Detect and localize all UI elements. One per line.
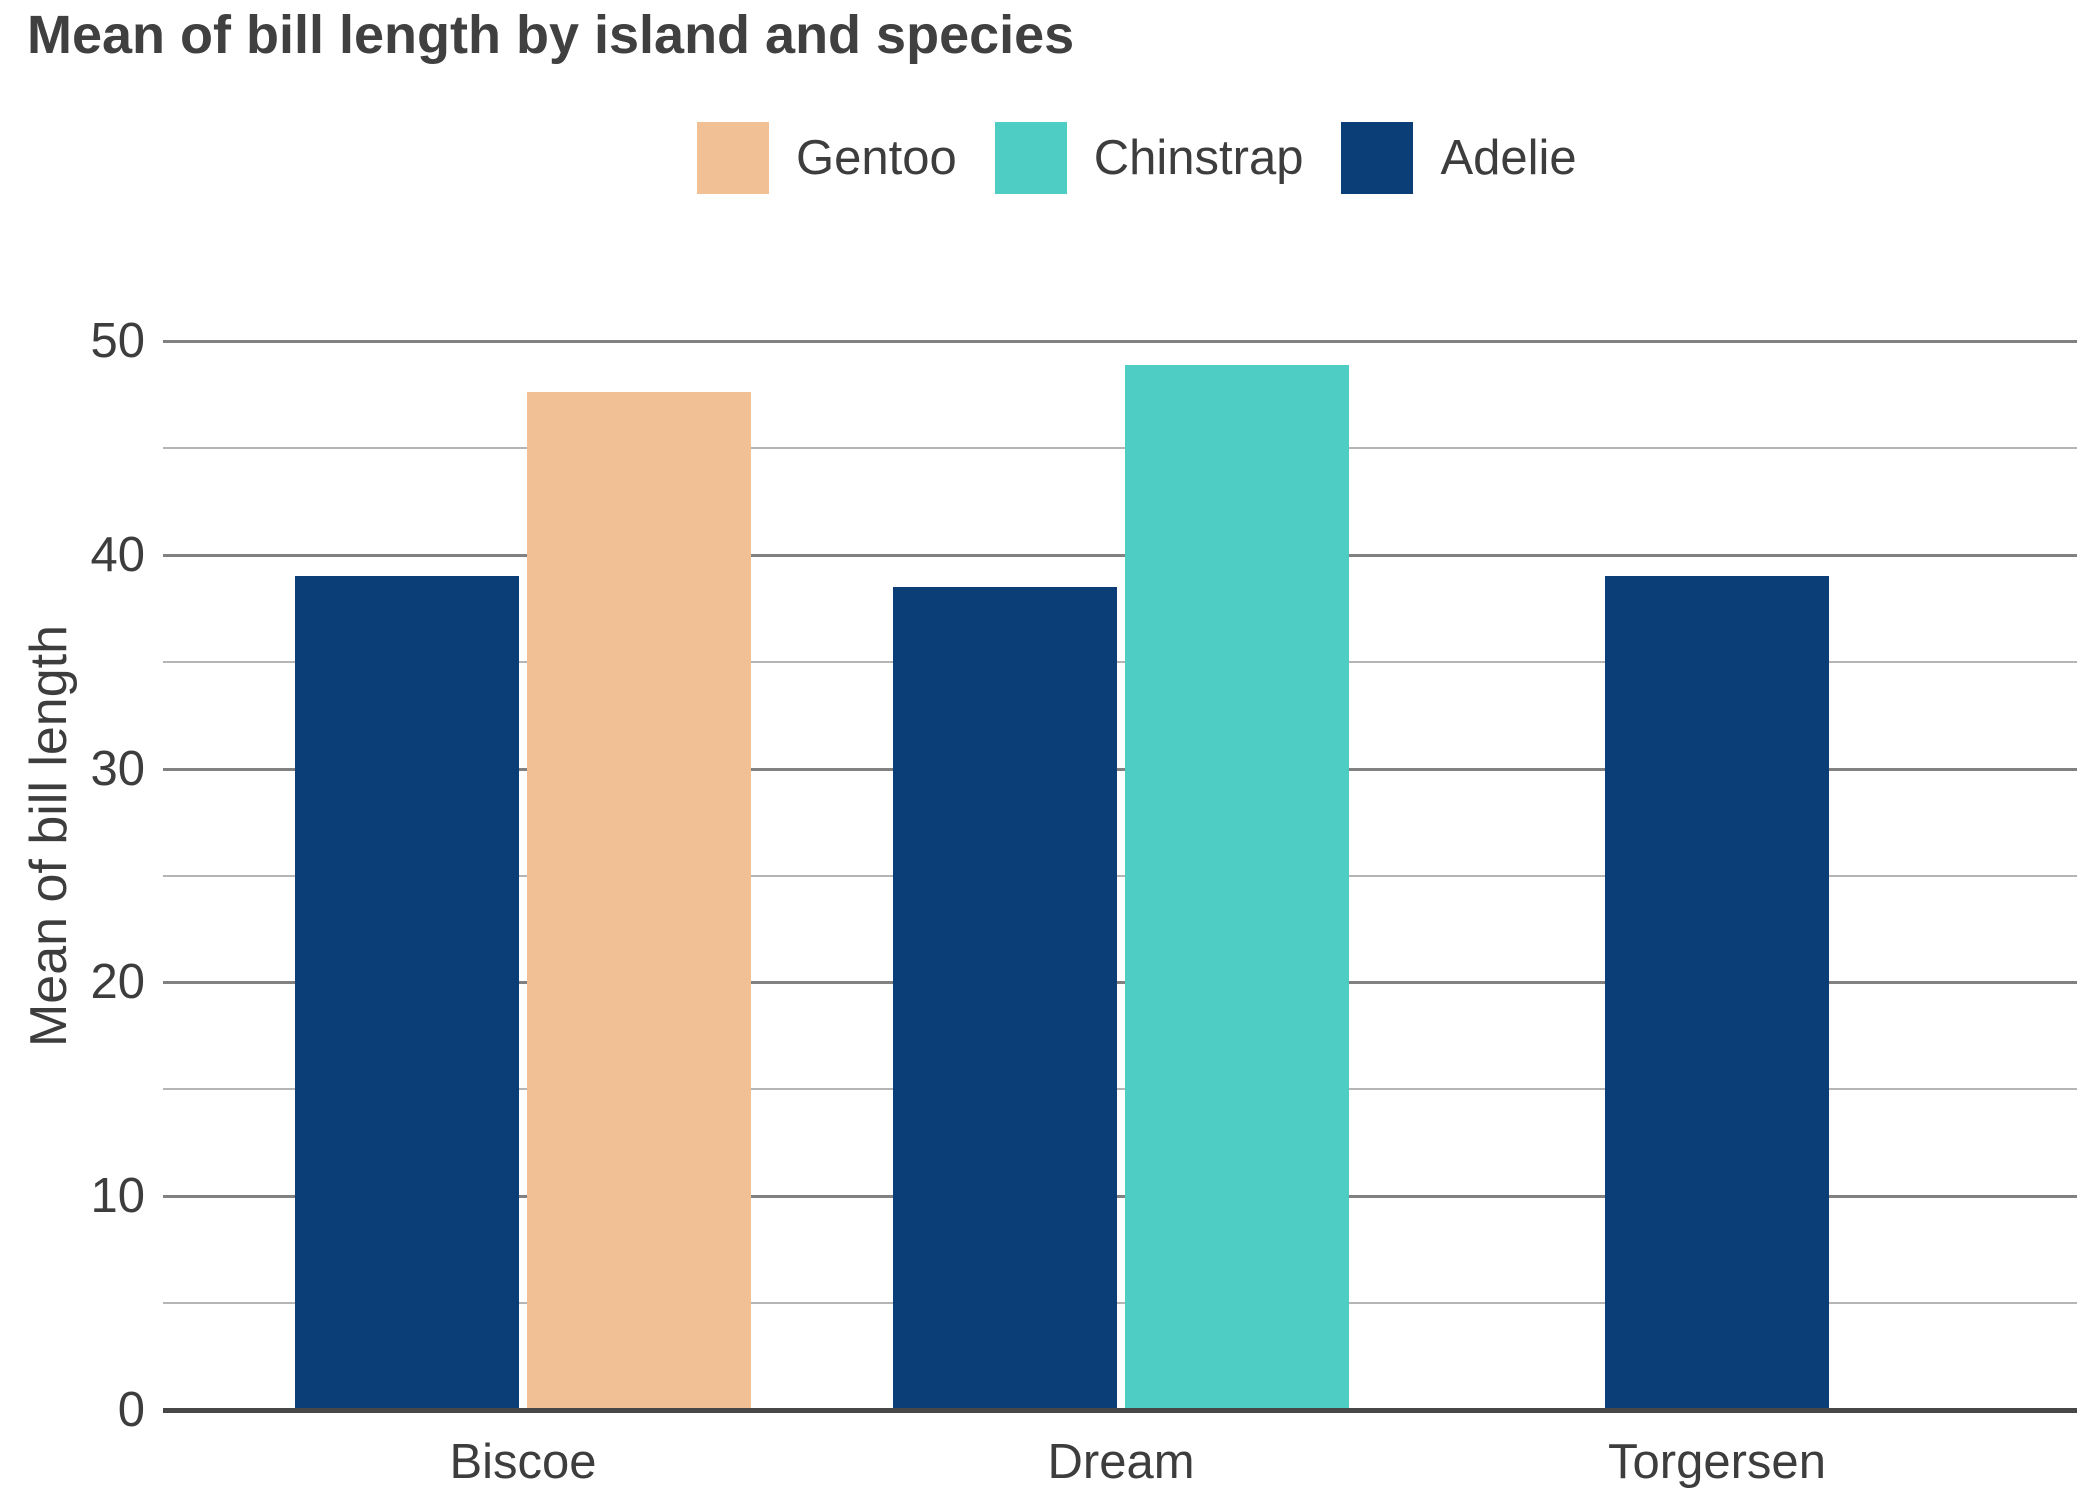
chart-title: Mean of bill length by island and specie…	[27, 5, 1075, 65]
bar-torgersen-adelie[interactable]	[1605, 576, 1829, 1410]
x-axis-label-dream: Dream	[1047, 1435, 1195, 1489]
plot-area: 0 10 20 30 40 50 Biscoe Dream Torgersen	[90, 317, 2077, 1487]
legend-label-chinstrap: Chinstrap	[1093, 130, 1304, 185]
y-tick-label-10: 10	[90, 1169, 145, 1224]
gridline-minor-35	[163, 660, 2077, 663]
y-tick-label-0: 0	[117, 1383, 145, 1437]
y-tick-label-30: 30	[90, 741, 145, 796]
legend-swatch-gentoo	[697, 122, 769, 194]
legend-swatch-adelie	[1341, 122, 1414, 194]
gridline-major-30	[163, 767, 2077, 771]
gridline-major-20	[163, 981, 2077, 985]
x-axis-label-torgersen: Torgersen	[1608, 1435, 1826, 1489]
gridline-major-10	[163, 1195, 2077, 1199]
gridline-minor-25	[163, 874, 2077, 877]
gridline-minor-5	[163, 1302, 2077, 1305]
y-tick-label-50: 50	[90, 314, 145, 368]
y-tick-label-20: 20	[90, 955, 145, 1010]
legend-label-adelie: Adelie	[1440, 130, 1577, 185]
gridline-major-40	[163, 553, 2077, 557]
bar-biscoe-gentoo[interactable]	[527, 392, 751, 1410]
legend-label-gentoo: Gentoo	[796, 130, 957, 185]
legend-item-adelie[interactable]: Adelie	[1341, 122, 1577, 194]
gridline-major-50	[163, 340, 2077, 343]
x-axis-line	[163, 1408, 2077, 1413]
bar-dream-adelie[interactable]	[893, 586, 1117, 1410]
gridline-minor-15	[163, 1088, 2077, 1091]
gridline-minor-45	[163, 446, 2077, 449]
legend-item-chinstrap[interactable]: Chinstrap	[994, 122, 1304, 194]
bar-dream-chinstrap[interactable]	[1125, 364, 1349, 1410]
legend: Gentoo Chinstrap Adelie	[697, 121, 1577, 195]
bar-biscoe-adelie[interactable]	[295, 576, 519, 1410]
legend-swatch-chinstrap	[994, 122, 1067, 194]
legend-item-gentoo[interactable]: Gentoo	[697, 122, 957, 194]
x-axis-label-biscoe: Biscoe	[449, 1435, 597, 1489]
y-tick-label-40: 40	[90, 527, 145, 582]
